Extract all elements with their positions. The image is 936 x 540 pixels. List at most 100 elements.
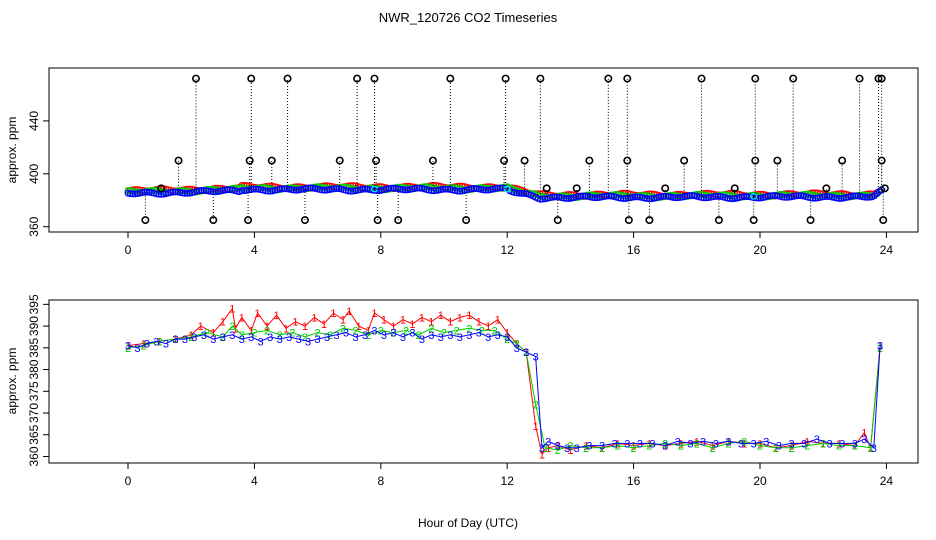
series-3-marker: 3 [172,334,178,346]
series-3-marker: 3 [400,332,406,344]
top-outlier-point [372,156,381,165]
top-outlier-point [542,184,551,193]
series-1-marker: 1 [820,438,826,450]
series-1-marker: 1 [495,315,501,327]
top-band-point [631,193,639,201]
top-band-point [472,185,480,193]
series-3-marker: 3 [649,438,655,450]
series-2-marker: 2 [352,325,358,337]
top-band-point [560,194,568,202]
series-2-marker: 2 [583,443,589,455]
top-band-point [198,186,205,194]
top-outlier-point [880,184,889,193]
top-band-point [781,193,788,201]
top-band-point [809,194,817,202]
series-1-marker: 1 [773,443,779,455]
top-band-point [143,188,151,196]
series-2-marker: 2 [479,325,485,337]
top-panel-frame [48,67,919,233]
top-outlier-point [661,184,670,193]
series-1-marker: 1 [868,443,874,455]
series-1-marker: 1 [321,319,327,331]
top-x-tick-label: 16 [627,243,641,257]
series-2-marker: 2 [365,330,371,342]
series-1-marker: 1 [836,438,842,450]
series-2-marker: 2 [567,441,573,453]
top-band-point [442,185,449,193]
top-outlier-point [680,156,689,165]
top-outlier-point [879,216,888,225]
top-band-point [743,193,750,200]
top-band-point [347,187,355,195]
top-outlier-point [730,184,739,193]
top-outlier-point [877,74,886,83]
series-3-marker: 3 [428,330,434,342]
top-outlier-point [520,156,529,165]
series-2-marker: 2 [646,441,652,453]
top-band-point [712,193,720,200]
series-1-marker: 1 [302,321,308,333]
x-axis-label: Hour of Day (UTC) [418,516,518,530]
series-2-marker: 2 [710,443,716,455]
series-3-marker: 3 [826,438,832,450]
series-1-marker: 1 [741,438,747,450]
top-band-point [539,195,547,203]
series-3-marker: 3 [713,438,719,450]
top-band-point [603,192,611,200]
series-1-marker: 1 [457,312,463,324]
series-1-marker: 1 [390,321,396,333]
series-2-marker: 2 [555,445,561,457]
top-band-point [833,194,841,202]
series-2-marker: 2 [220,332,226,344]
top-band-2 [124,184,886,203]
top-outlier-point [838,156,847,165]
top-panel-ylabel: approx. ppm [5,117,19,184]
series-3-marker: 3 [814,434,820,446]
series-1-marker: 1 [283,323,289,335]
top-outlier-point [500,156,509,165]
series-1-marker: 1 [198,321,204,333]
bottom-y-tick-label: 380 [27,359,41,379]
top-x-tick-label: 20 [753,243,767,257]
top-band-point [714,192,722,200]
series-2-marker: 2 [694,438,700,450]
series-2-marker: 2 [340,323,346,335]
bottom-y-tick-label: 395 [27,294,41,314]
top-band-point [795,192,803,200]
series-3-marker: 3 [495,330,501,342]
series-2-marker: 2 [504,334,510,346]
top-outlier-point [855,74,864,83]
series-3-marker: 3 [599,441,605,453]
top-outlier-point [174,156,183,165]
series-3-marker: 3 [861,434,867,446]
series-2-marker: 2 [428,323,434,335]
series-3-marker: 3 [229,330,235,342]
top-band-point [672,194,679,202]
series-3-marker: 3 [545,436,551,448]
series-3-marker: 3 [485,332,491,344]
series-1-marker: 1 [340,315,346,327]
top-band-point [579,192,587,200]
bottom-x-tick-label: 20 [753,474,767,488]
series-1-marker: 1 [428,317,434,329]
top-outlier-point [462,216,471,225]
top-band-point [688,192,696,199]
series-2-marker: 2 [599,443,605,455]
series-3-marker: 3 [514,343,520,355]
series-2-marker: 2 [302,332,308,344]
top-band-point [171,188,179,196]
series-3-marker: 3 [362,330,368,342]
top-outlier-point [370,74,379,83]
top-outlier-point [585,156,594,165]
top-band-point [439,185,447,193]
bottom-x-tick-label: 24 [880,474,894,488]
series-3-marker: 3 [144,338,150,350]
top-band-point [766,192,774,200]
top-band-point [468,185,476,193]
series-3-marker: 3 [700,436,706,448]
series-3-marker: 3 [564,443,570,455]
top-outlier-point [247,74,256,83]
top-band-point [783,194,791,201]
top-band-point [404,186,412,194]
top-cyan-point [750,193,758,200]
